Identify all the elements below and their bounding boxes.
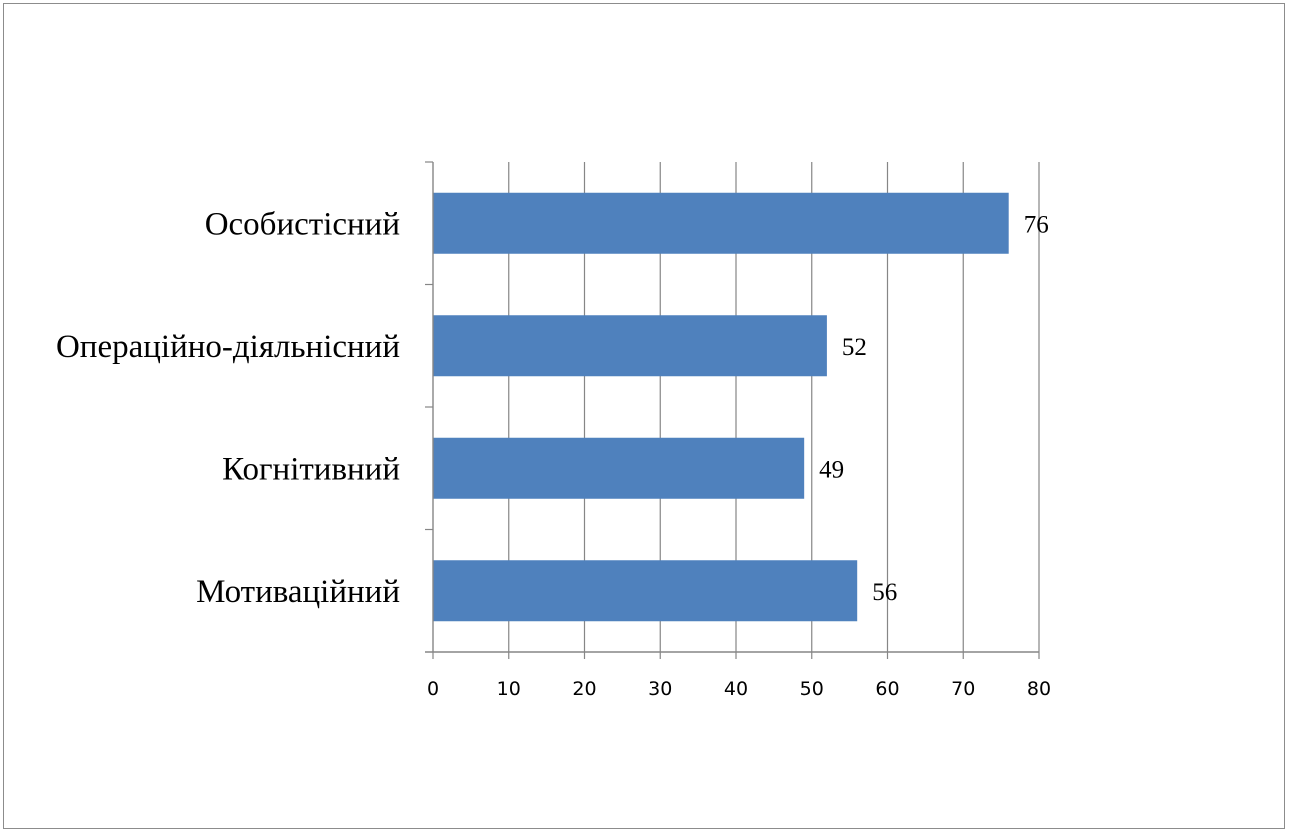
x-tick-label: 30 [648, 678, 672, 700]
bar-2 [433, 315, 827, 377]
data-labels: 76 52 49 56 [819, 211, 1049, 606]
x-tick-label: 50 [800, 678, 824, 700]
data-label: 49 [819, 456, 844, 483]
x-tick-label: 40 [724, 678, 748, 700]
x-tick-label: 60 [875, 678, 899, 700]
x-tick-label: 20 [572, 678, 596, 700]
category-label: Мотиваційний [196, 574, 400, 610]
x-tick-label: 0 [427, 678, 439, 700]
bar-4 [433, 560, 858, 622]
axes [425, 161, 1040, 659]
x-tick-labels: 0 10 20 30 40 50 60 70 80 [427, 678, 1051, 700]
x-tick-label: 70 [951, 678, 975, 700]
data-label: 56 [872, 579, 897, 606]
bar-1 [433, 192, 1009, 254]
chart-frame [3, 3, 1285, 829]
bars [433, 192, 1009, 622]
x-tick-label: 80 [1027, 678, 1051, 700]
x-tick-label: 10 [497, 678, 521, 700]
category-label: Когнітивний [222, 451, 400, 487]
category-labels: Особистісний Операційно-діяльнісний Когніт… [56, 206, 400, 610]
bar-3 [433, 437, 805, 499]
data-label: 52 [842, 334, 867, 361]
category-label: Операційно-діяльнісний [56, 329, 400, 365]
category-label: Особистісний [205, 206, 400, 242]
data-label: 76 [1024, 211, 1049, 238]
